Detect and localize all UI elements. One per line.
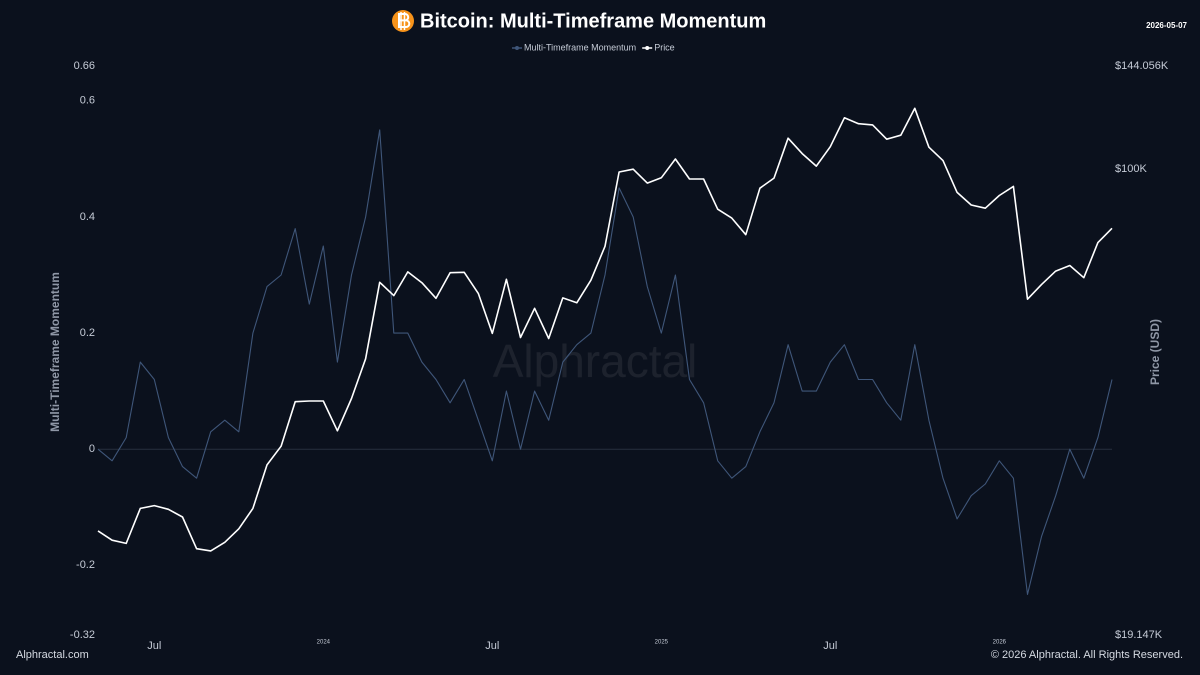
copyright: © 2026 Alphractal. All Rights Reserved.: [991, 649, 1183, 661]
y2-tick-label: $144.056K: [1115, 60, 1169, 72]
y-tick-label: 0.66: [74, 60, 95, 72]
y-axis-title: Multi-Timeframe Momentum: [48, 272, 62, 432]
x-tick-label: 2024: [317, 640, 331, 646]
x-tick-label: Jul: [485, 640, 499, 652]
legend-label: Price: [654, 42, 675, 52]
source: Alphractal.com: [16, 649, 89, 661]
legend-label: Multi-Timeframe Momentum: [524, 42, 636, 52]
y-tick-label: -0.2: [76, 559, 95, 571]
y2-tick-label: $100K: [1115, 163, 1147, 175]
x-tick-label: Jul: [147, 640, 161, 652]
series-line: [97, 107, 1113, 552]
x-tick-label: 2025: [655, 640, 669, 646]
legend: Multi-Timeframe Momentum Price: [512, 42, 675, 52]
bitcoin-icon: [392, 10, 414, 32]
y2-tick-label: $19.147K: [1115, 629, 1163, 641]
date: 2026-05-07: [1146, 21, 1187, 30]
y2-axis-title: Price (USD): [1148, 319, 1162, 385]
series-line: [97, 129, 1113, 595]
x-tick-label: Jul: [823, 640, 837, 652]
y-tick-label: 0.2: [80, 327, 95, 339]
y-tick-label: -0.32: [70, 629, 95, 641]
y-tick-label: 0.4: [80, 211, 95, 223]
chart-title: Bitcoin: Multi-Timeframe Momentum: [420, 10, 766, 32]
legend-marker: [645, 46, 650, 50]
y-tick-label: 0: [89, 443, 95, 455]
watermark: Alphractal: [493, 335, 698, 387]
y-tick-label: 0.6: [80, 95, 95, 107]
x-tick-label: 2026: [993, 640, 1007, 646]
legend-marker: [515, 46, 519, 50]
